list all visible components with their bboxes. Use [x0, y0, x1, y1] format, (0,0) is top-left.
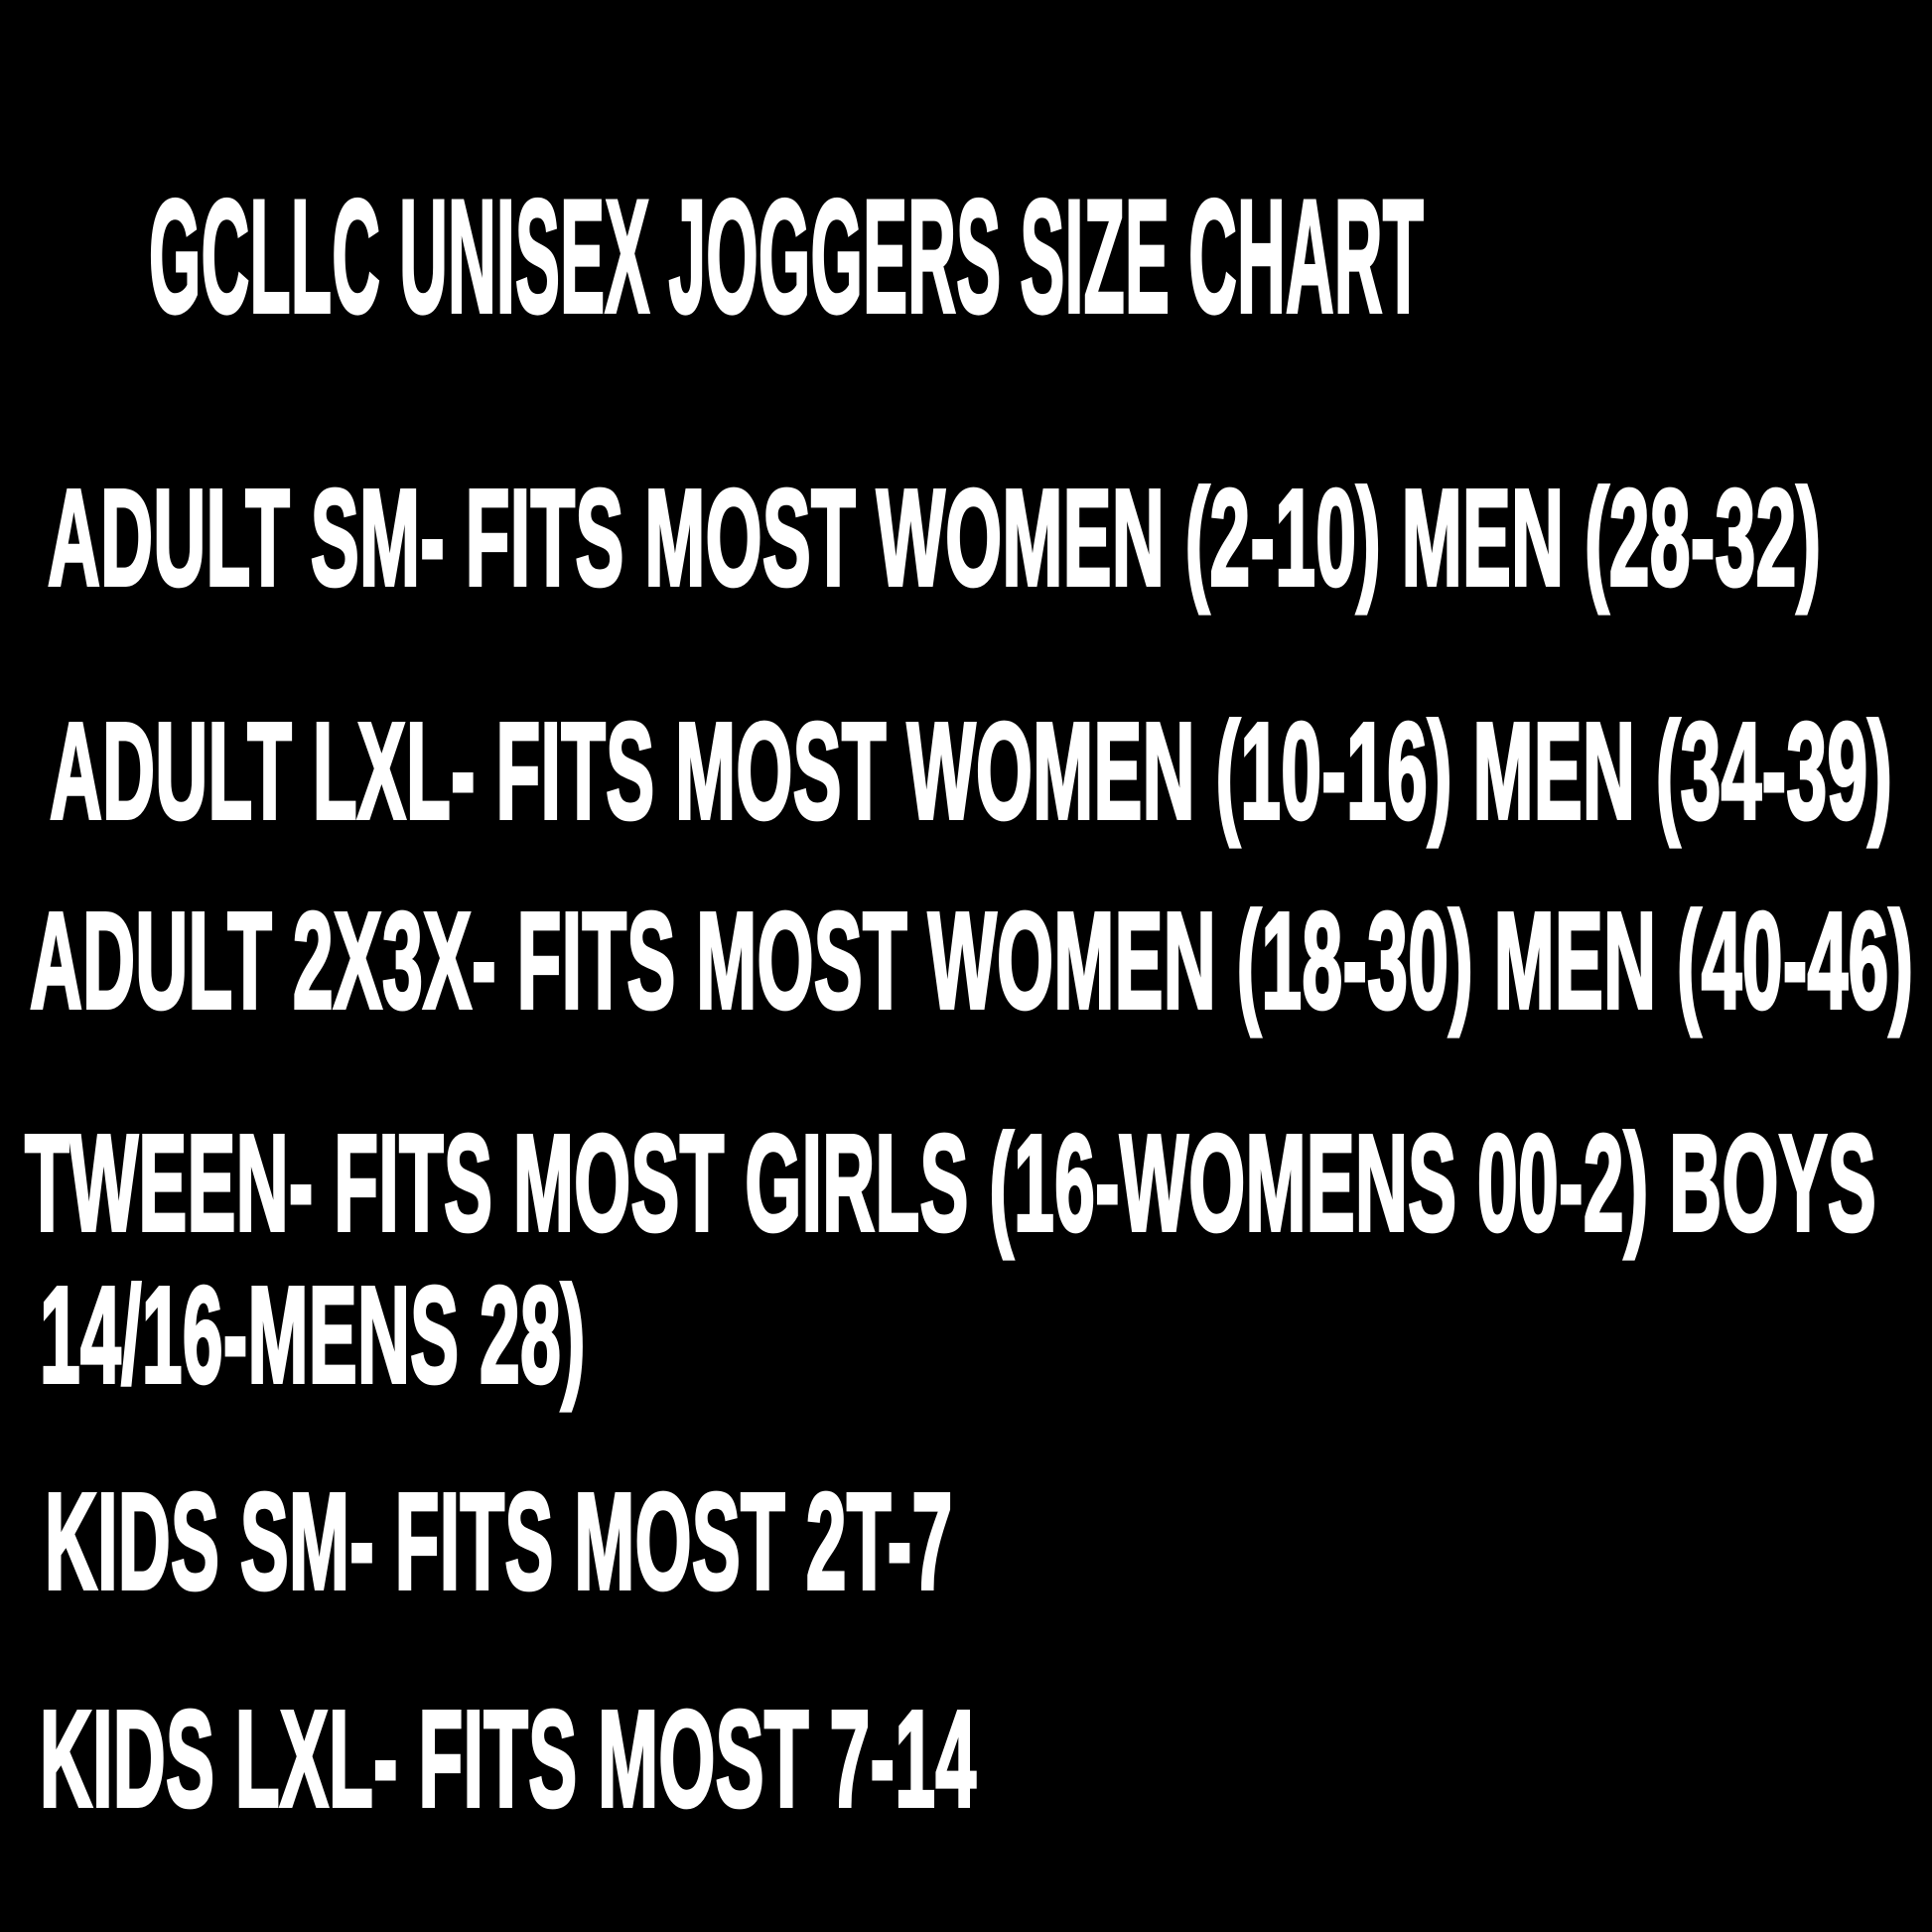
page-title: GCLLC UNISEX JOGGERS SIZE CHART — [148, 167, 1425, 346]
size-line-tween: TWEEN- FITS MOST GIRLS (16-WOMENS 00-2) … — [24, 1107, 1877, 1260]
size-line-adult-2x3x: ADULT 2X3X- FITS MOST WOMEN (18-30) MEN … — [29, 885, 1914, 1037]
size-line-tween-continued: 14/16-MENS 28) — [39, 1259, 587, 1412]
size-line-kids-sm: KIDS SM- FITS MOST 2T-7 — [44, 1465, 953, 1618]
size-line-adult-sm: ADULT SM- FITS MOST WOMEN (2-10) MEN (28… — [47, 462, 1822, 615]
size-line-kids-lxl: KIDS LXL- FITS MOST 7-14 — [39, 1683, 977, 1836]
size-line-adult-lxl: ADULT LXL- FITS MOST WOMEN (10-16) MEN (… — [49, 695, 1893, 848]
